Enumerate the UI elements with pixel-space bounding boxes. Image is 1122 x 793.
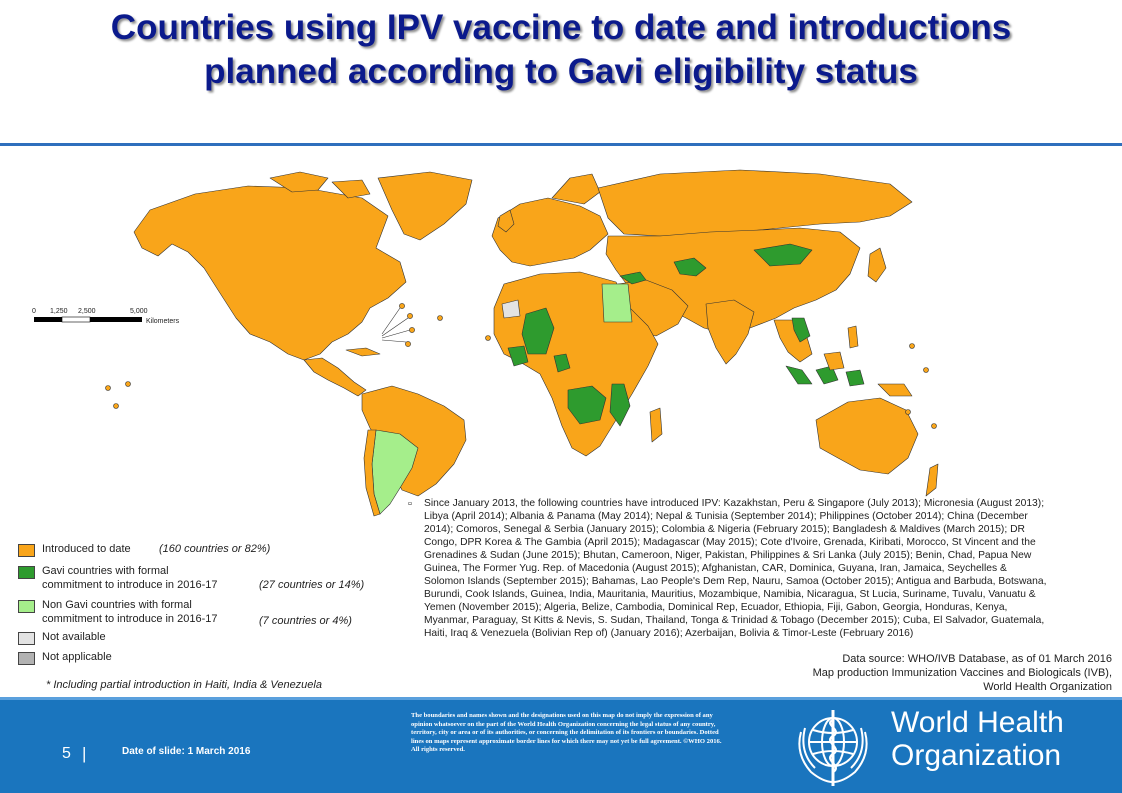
map-east-africa-gavi <box>609 383 631 427</box>
map-caribbean-island <box>409 327 415 333</box>
scale-segment <box>90 317 142 322</box>
map-disclaimer: The boundaries and names shown and the d… <box>411 712 722 754</box>
footer-bar <box>0 697 1122 793</box>
map-cuba <box>345 347 381 357</box>
map-pacific-island <box>931 423 937 429</box>
map-callout-line <box>381 307 401 335</box>
slide-separator: | <box>82 744 87 763</box>
map-western-sahara <box>501 299 521 319</box>
map-russia <box>597 169 913 237</box>
map-egypt <box>601 283 633 323</box>
map-indonesia-1 <box>785 365 813 385</box>
map-caribbean-island <box>405 341 411 347</box>
title-line-2: planned according to Gavi eligibility st… <box>204 52 918 91</box>
map-europe <box>491 197 609 267</box>
map-indonesia-2 <box>815 365 839 385</box>
map-north-america <box>133 185 407 361</box>
map-west-africa-gavi-2 <box>507 345 529 367</box>
map-pacific-island <box>909 343 915 349</box>
map-west-africa-gavi-3 <box>553 353 571 373</box>
scale-tick-label: 2,500 <box>78 308 96 315</box>
map-pacific-island <box>105 385 111 391</box>
map-pacific-island <box>125 381 131 387</box>
map-chile <box>363 429 381 517</box>
map-papua <box>877 383 913 397</box>
legend-swatch <box>18 600 35 613</box>
map-pacific-island <box>923 367 929 373</box>
map-caribbean-island <box>407 313 413 319</box>
map-arctic-islands <box>269 171 329 193</box>
source-line: Map production Immunization Vaccines and… <box>812 667 1112 679</box>
who-name-line2: Organization <box>891 739 1062 772</box>
map-callout-line <box>381 339 407 343</box>
legend-stat: (7 countries or 4%) <box>259 615 352 627</box>
legend-stat: (160 countries or 82%) <box>159 543 271 555</box>
legend-label-line2: commitment to introduce in 2016-17 <box>42 579 218 591</box>
scale-tick-label: 5,000 <box>130 308 148 315</box>
map-uk <box>497 209 515 233</box>
world-map <box>105 169 939 517</box>
map-central-africa-gavi <box>567 385 607 425</box>
map-atlantic-island <box>437 315 443 321</box>
legend-label-line1: Non Gavi countries with formal <box>42 599 192 611</box>
title-line-1: Countries using IPV vaccine to date and … <box>110 8 1012 47</box>
map-central-america <box>303 357 367 397</box>
map-greenland <box>377 171 473 241</box>
scale-unit: Kilometers <box>146 318 180 325</box>
map-australia <box>815 397 919 475</box>
source-line: World Health Organization <box>983 681 1112 693</box>
map-callout-line <box>381 317 409 337</box>
page-title: Countries using IPV vaccine to date and … <box>0 6 1122 94</box>
map-central-asia-gavi <box>673 257 707 277</box>
legend-label: Introduced to date <box>42 543 131 555</box>
footer-accent <box>0 697 1122 700</box>
map-syria-gavi <box>619 271 647 285</box>
legend-label: Not available <box>42 631 106 643</box>
footnote: * Including partial introduction in Hait… <box>46 679 322 691</box>
legend-swatch <box>18 544 35 557</box>
legend-stat: (27 countries or 14%) <box>259 579 365 591</box>
title-divider <box>0 143 1122 146</box>
map-new-zealand <box>925 463 939 497</box>
legend-label: Not applicable <box>42 651 112 663</box>
scale-bar: 0 1,250 2,500 5,000 Kilometers <box>32 308 180 325</box>
slide-date: Date of slide: 1 March 2016 <box>122 746 251 757</box>
map-madagascar <box>649 407 663 443</box>
legend-swatch <box>18 652 35 665</box>
map-philippines <box>847 325 859 349</box>
legend-label-line2: commitment to introduce in 2016-17 <box>42 613 218 625</box>
introductions-note: ▫ Since January 2013, the following coun… <box>408 498 1048 640</box>
scale-tick-label: 0 <box>32 308 36 315</box>
map-arctic-islands-2 <box>331 179 371 199</box>
map-indonesia-3 <box>845 369 865 387</box>
introductions-text: Since January 2013, the following countr… <box>424 498 1047 639</box>
map-west-africa-gavi-1 <box>521 307 555 355</box>
map-india <box>705 299 755 365</box>
scale-tick-label: 1,250 <box>50 308 68 315</box>
source-line: Data source: WHO/IVB Database, as of 01 … <box>842 653 1112 665</box>
data-source: Data source: WHO/IVB Database, as of 01 … <box>692 652 1112 694</box>
map-borneo <box>823 351 845 371</box>
bullet-icon: ▫ <box>408 498 412 510</box>
map-japan <box>867 247 887 283</box>
legend-swatch <box>18 566 35 579</box>
map-vietnam-laos <box>791 317 811 343</box>
legend-label-line1: Gavi countries with formal <box>42 565 169 577</box>
map-atlantic-island <box>485 335 491 341</box>
map-caribbean-island <box>399 303 405 309</box>
scale-segment <box>34 317 62 322</box>
who-emblem-icon <box>798 710 868 786</box>
map-scandinavia <box>551 173 601 205</box>
legend-swatch <box>18 632 35 645</box>
map-mongolia <box>753 243 813 267</box>
slide-number: 5 <box>62 745 71 762</box>
map-pacific-island <box>113 403 119 409</box>
scale-segment <box>61 316 91 323</box>
map-pacific-island <box>905 409 911 415</box>
map-callout-line <box>381 329 411 339</box>
who-name-line1: World Health <box>891 706 1064 739</box>
